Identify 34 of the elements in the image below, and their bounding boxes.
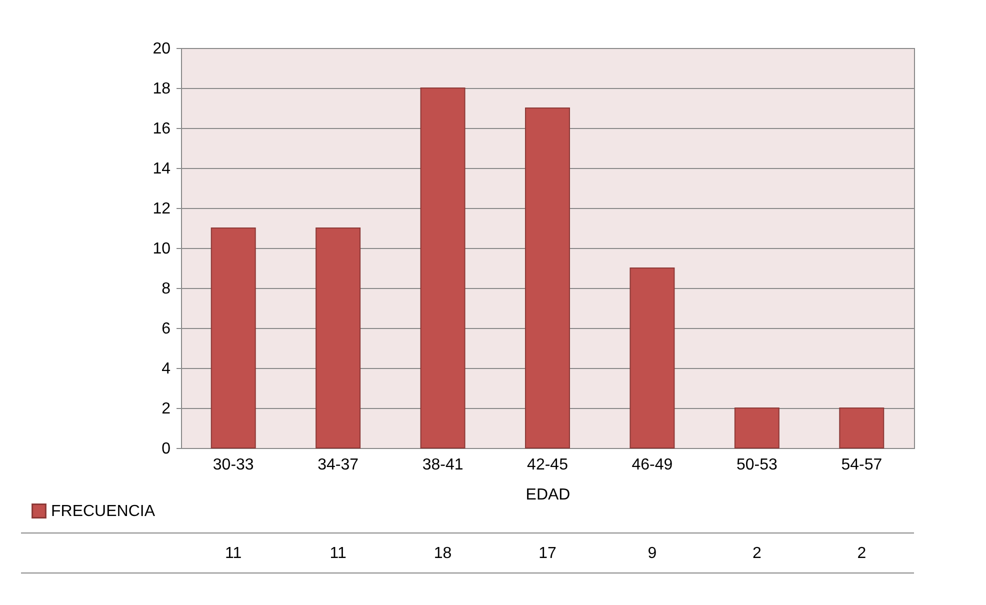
bar [734, 408, 780, 448]
data-label: 2 [857, 545, 866, 562]
y-tick-label: 16 [152, 120, 171, 138]
bar [630, 268, 675, 448]
y-tick-label: 20 [152, 40, 171, 58]
bar [839, 408, 884, 448]
y-tick-label: 8 [162, 280, 171, 298]
y-tick-label: 14 [152, 160, 171, 178]
bar [316, 228, 361, 448]
x-tick-label: 38-41 [422, 456, 464, 474]
y-tick-label: 10 [152, 240, 171, 258]
bar [210, 228, 256, 448]
legend-label: FRECUENCIA [51, 503, 156, 520]
data-label: 9 [648, 545, 657, 562]
y-tick-label: 12 [152, 200, 171, 218]
x-tick-label: 50-53 [736, 456, 778, 474]
data-label: 17 [538, 545, 556, 562]
data-label: 11 [225, 545, 242, 562]
x-tick-label: 30-33 [212, 456, 254, 474]
x-tick-label: 34-37 [318, 456, 359, 474]
bar [525, 108, 570, 448]
x-tick-label: 54-57 [841, 456, 882, 474]
y-tick-label: 2 [162, 400, 171, 418]
x-axis-title: EDAD [526, 486, 570, 504]
data-label: 2 [752, 545, 762, 562]
y-tick-label: 18 [152, 80, 171, 98]
x-tick-label: 46-49 [632, 456, 673, 474]
bar [420, 88, 466, 448]
x-tick-label: 42-45 [527, 456, 568, 474]
data-label: 11 [330, 545, 346, 562]
data-label: 18 [434, 545, 452, 562]
y-tick-label: 6 [162, 320, 171, 338]
y-tick-label: 4 [162, 360, 171, 378]
y-tick-label: 0 [162, 440, 171, 458]
